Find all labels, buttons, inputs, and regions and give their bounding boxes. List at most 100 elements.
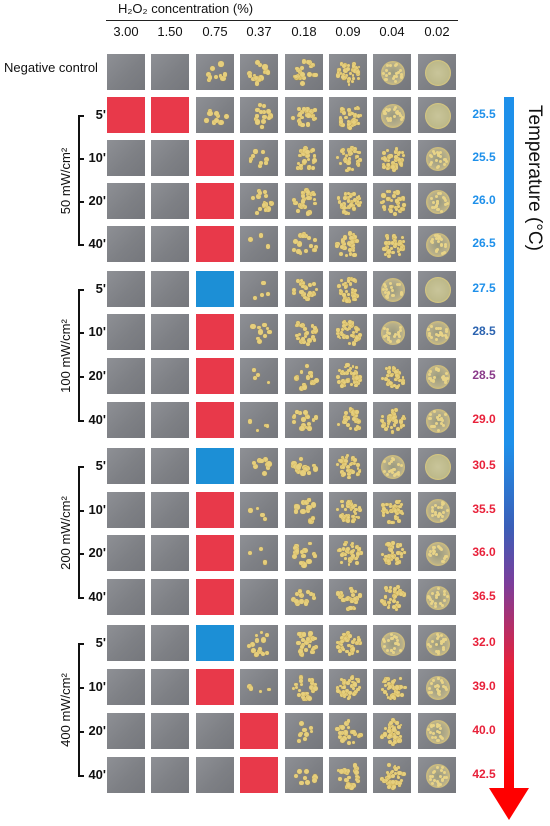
plate-well	[106, 491, 146, 529]
plate-well	[328, 491, 368, 529]
colony-dot	[356, 472, 360, 476]
colony-dot	[344, 335, 349, 339]
colony-dot	[357, 150, 361, 155]
colony-dot	[341, 678, 346, 683]
plate-well-red-overlay	[195, 357, 235, 395]
colony-dot	[354, 427, 359, 432]
group-bracket	[78, 466, 80, 599]
colony-dot	[305, 192, 310, 197]
temperature-value: 32.0	[472, 635, 496, 649]
colony-dot	[392, 735, 397, 740]
colony-dot	[396, 282, 400, 286]
colony-dot	[391, 167, 397, 172]
colony-dot	[300, 337, 305, 342]
colony-dot	[298, 385, 304, 391]
colony-dot	[207, 111, 213, 117]
plate-well	[417, 225, 457, 263]
colony-dot	[385, 781, 390, 786]
colony-dot	[440, 332, 444, 336]
colony-dot	[301, 291, 306, 296]
colony-dot	[342, 195, 347, 200]
colony-dot	[390, 289, 394, 293]
colony-dot	[387, 249, 392, 254]
colony-dot	[346, 327, 350, 332]
colony-dot	[253, 651, 259, 657]
colony-dot	[352, 122, 357, 127]
colony-dot	[394, 607, 398, 611]
colony-dot	[395, 207, 399, 211]
colony-dot	[339, 251, 344, 256]
colony-dot	[355, 118, 359, 122]
colony-dot	[390, 773, 395, 778]
colony-dot	[357, 65, 361, 69]
colony-dot	[296, 249, 301, 254]
colony-dot	[393, 473, 397, 477]
colony-dot	[430, 591, 434, 595]
colony-dot	[307, 293, 311, 297]
colony-dot	[206, 77, 211, 82]
colony-dot	[306, 190, 311, 195]
colony-dot	[396, 70, 400, 74]
colony-dot	[312, 282, 317, 287]
plate-well-red-overlay	[195, 401, 235, 439]
plate-well	[106, 270, 146, 308]
temperature-value: 25.5	[472, 150, 496, 164]
colony-dot	[381, 553, 385, 557]
colony-dot	[294, 592, 299, 597]
colony-dot	[350, 242, 355, 247]
plate-well	[150, 53, 190, 91]
colony-dot	[357, 332, 363, 338]
colony-dot	[394, 63, 398, 67]
negative-control-label: Negative control	[4, 60, 98, 75]
plate-well	[106, 756, 146, 794]
colony-dot	[256, 428, 260, 432]
colony-dot	[393, 384, 396, 388]
colony-dot	[296, 336, 300, 341]
colony-dot	[354, 767, 358, 771]
colony-dot	[351, 691, 356, 696]
colony-dot	[300, 692, 305, 696]
colony-dot	[380, 419, 385, 423]
colony-dot	[439, 602, 443, 606]
colony-dot	[347, 500, 350, 503]
colony-dot	[392, 727, 397, 732]
colony-dot	[388, 63, 392, 67]
colony-dot	[435, 327, 439, 331]
colony-dot	[291, 686, 295, 690]
temperature-value: 36.5	[472, 589, 496, 603]
colony-dot	[311, 551, 317, 557]
colony-dot	[352, 461, 357, 465]
colony-dot	[358, 158, 362, 162]
colony-dot	[431, 600, 435, 604]
colony-dot	[381, 193, 386, 198]
colony-dot	[309, 591, 314, 597]
colony-dot	[347, 157, 352, 161]
exposure-time-label: 40'	[88, 767, 106, 782]
colony-dot	[341, 461, 345, 465]
colony-dot	[299, 163, 303, 167]
colony-dot	[346, 741, 351, 746]
colony-dot	[388, 416, 393, 421]
colony-dot	[248, 508, 253, 513]
colony-dot	[222, 72, 228, 77]
colony-dot	[350, 167, 355, 172]
colony-dot	[299, 289, 304, 295]
colony-dot	[307, 426, 312, 431]
colony-dot	[302, 205, 307, 210]
colony-dot	[337, 648, 342, 653]
colony-dot	[358, 374, 363, 379]
colony-dot	[434, 553, 438, 557]
colony-dot	[386, 419, 391, 423]
colony-dot	[384, 241, 389, 246]
colony-dot	[386, 118, 390, 122]
colony-dot	[300, 199, 306, 204]
colony-dot	[342, 235, 348, 240]
colony-dot	[306, 59, 310, 64]
colony-dot	[346, 191, 350, 196]
colony-dot	[265, 206, 271, 212]
colony-dot	[342, 246, 347, 251]
colony-dot	[356, 335, 362, 340]
colony-dot	[341, 72, 346, 77]
colony-dot	[429, 379, 433, 383]
plate-well	[239, 357, 279, 395]
